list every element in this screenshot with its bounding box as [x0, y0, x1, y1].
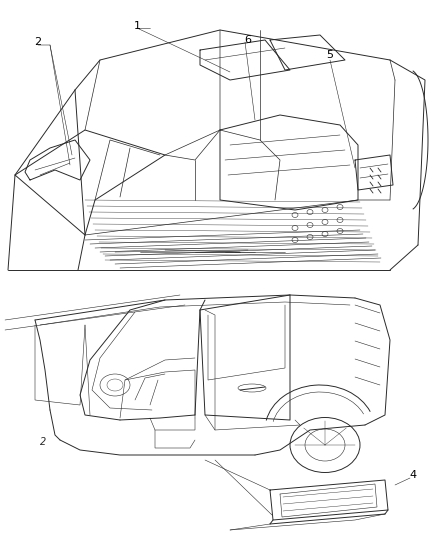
Text: 5: 5: [326, 50, 333, 60]
Text: 2: 2: [40, 437, 46, 447]
Text: 6: 6: [244, 35, 251, 45]
Text: 2: 2: [35, 37, 42, 47]
Text: 1: 1: [134, 21, 141, 31]
Text: 4: 4: [410, 470, 417, 480]
